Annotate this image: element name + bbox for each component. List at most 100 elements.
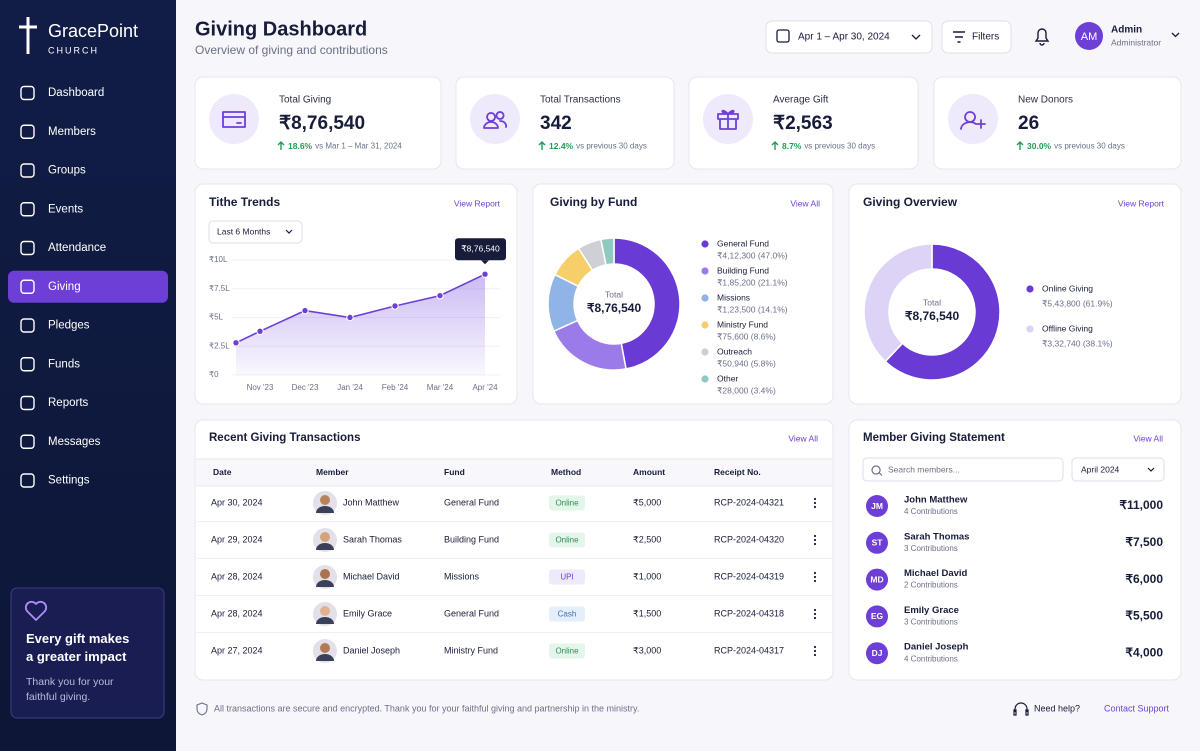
- member-initials: DJ: [872, 648, 883, 658]
- member-amount: ₹7,500: [1125, 535, 1163, 549]
- member-photo-body: [316, 617, 334, 624]
- cell-amount: ₹3,000: [633, 645, 661, 655]
- tooltip-bg: [455, 238, 506, 261]
- stat-card: [933, 76, 1182, 170]
- legend-value: ₹1,85,200 (21.1%): [717, 277, 788, 287]
- page-title: Giving Dashboard: [195, 18, 367, 40]
- member-contributions: 3 Contributions: [904, 618, 958, 627]
- nav-item[interactable]: Settings: [48, 475, 90, 487]
- member-photo-head: [320, 532, 330, 542]
- legend-name: Ministry Fund: [717, 319, 768, 329]
- line-point: [346, 313, 354, 322]
- row-menu-dot[interactable]: [813, 649, 817, 653]
- stat-change: 18.6%: [288, 141, 313, 151]
- nav-item[interactable]: Groups: [48, 165, 86, 177]
- line-point: [436, 291, 444, 300]
- row-menu-dot[interactable]: [813, 653, 817, 657]
- nav-item[interactable]: Reports: [48, 397, 89, 409]
- stat-icon: [222, 111, 246, 128]
- nav-item[interactable]: Messages: [48, 436, 101, 448]
- filters-button[interactable]: [941, 20, 1012, 54]
- stat-change: 8.7%: [782, 141, 802, 151]
- row-menu-dot[interactable]: [813, 645, 817, 649]
- cell-date: Apr 30, 2024: [211, 497, 263, 507]
- cell-method: Online: [555, 536, 579, 545]
- stat-change: 12.4%: [549, 141, 574, 151]
- legend-name: Building Fund: [717, 265, 769, 275]
- date-picker[interactable]: [765, 20, 933, 54]
- bell-icon[interactable]: [1034, 28, 1050, 46]
- stat-value: 342: [540, 113, 572, 134]
- promo-text: Thank you for your faithful giving.: [26, 676, 114, 703]
- chevron: [1147, 467, 1155, 472]
- chart-link[interactable]: View Report: [1118, 198, 1165, 208]
- row-menu-dot[interactable]: [813, 501, 817, 505]
- help-label: Need help?: [1034, 703, 1080, 713]
- promo-heart: [24, 600, 48, 621]
- legend-name: Offline Giving: [1042, 323, 1093, 333]
- range-label: Last 6 Months: [217, 226, 270, 236]
- cell-amount: ₹1,000: [633, 571, 661, 581]
- row-menu-dot[interactable]: [813, 575, 817, 579]
- range-dropdown[interactable]: [208, 220, 303, 244]
- table-link[interactable]: View All: [788, 433, 818, 443]
- cell-date: Apr 28, 2024: [211, 571, 263, 581]
- member-name: John Matthew: [904, 495, 968, 506]
- support-link[interactable]: Contact Support: [1104, 703, 1170, 713]
- nav-item[interactable]: Dashboard: [48, 87, 104, 99]
- y-tick-label: ₹0: [209, 370, 219, 379]
- nav-icon: [20, 395, 35, 411]
- search-box[interactable]: [862, 457, 1064, 482]
- row-menu-dot[interactable]: [813, 571, 817, 575]
- member-initials: MD: [870, 574, 883, 584]
- row-menu-dot[interactable]: [813, 497, 817, 501]
- statement-link[interactable]: View All: [1133, 433, 1163, 443]
- row-menu-dot[interactable]: [813, 616, 817, 620]
- nav-icon: [20, 202, 35, 217]
- nav-item[interactable]: Funds: [48, 358, 80, 370]
- up-arrow: [277, 141, 285, 150]
- member-contributions: 2 Contributions: [904, 581, 958, 590]
- row-menu-dot[interactable]: [813, 505, 817, 509]
- row-menu-dot[interactable]: [813, 534, 817, 538]
- legend-dot: [701, 348, 709, 356]
- nav-item[interactable]: Members: [48, 126, 96, 138]
- x-tick-label: Feb '24: [382, 383, 409, 392]
- row-menu-dot[interactable]: [813, 608, 817, 612]
- stat-label: Total Transactions: [540, 95, 621, 106]
- nav-item[interactable]: Events: [48, 203, 83, 215]
- chevron: [911, 34, 921, 40]
- legend-value: ₹50,940 (5.8%): [717, 358, 776, 368]
- nav-item[interactable]: Pledges: [48, 320, 90, 332]
- column-header: Method: [551, 467, 581, 477]
- row-menu-dot[interactable]: [813, 542, 817, 546]
- legend-name: Outreach: [717, 346, 752, 356]
- member-amount: ₹11,000: [1119, 498, 1163, 512]
- stat-note: vs previous 30 days: [1054, 142, 1125, 151]
- row-menu-dot[interactable]: [813, 579, 817, 583]
- legend-name: Other: [717, 373, 738, 383]
- filter-icon: [953, 31, 965, 43]
- month-select[interactable]: [1071, 457, 1165, 482]
- x-tick-label: Nov '23: [247, 383, 274, 392]
- chart-card: [532, 183, 834, 405]
- chart-title: Giving by Fund: [550, 195, 637, 209]
- user-name: Admin: [1111, 25, 1142, 36]
- legend-dot: [701, 267, 709, 275]
- nav-icon: [20, 279, 35, 294]
- nav-item[interactable]: Giving: [48, 281, 81, 293]
- chart-link[interactable]: View All: [790, 198, 820, 208]
- nav-item[interactable]: Attendance: [48, 242, 106, 254]
- chart-title: Giving Overview: [863, 195, 958, 209]
- month-label: April 2024: [1081, 464, 1120, 474]
- method-badge: [549, 495, 585, 511]
- row-menu-dot[interactable]: [813, 612, 817, 616]
- line-point: [232, 339, 240, 347]
- line-point: [481, 270, 489, 278]
- cell-amount: ₹5,000: [633, 497, 661, 507]
- row-menu-dot[interactable]: [813, 538, 817, 542]
- y-tick-label: ₹5L: [209, 313, 224, 322]
- chart-link[interactable]: View Report: [454, 198, 501, 208]
- member-contributions: 4 Contributions: [904, 507, 958, 516]
